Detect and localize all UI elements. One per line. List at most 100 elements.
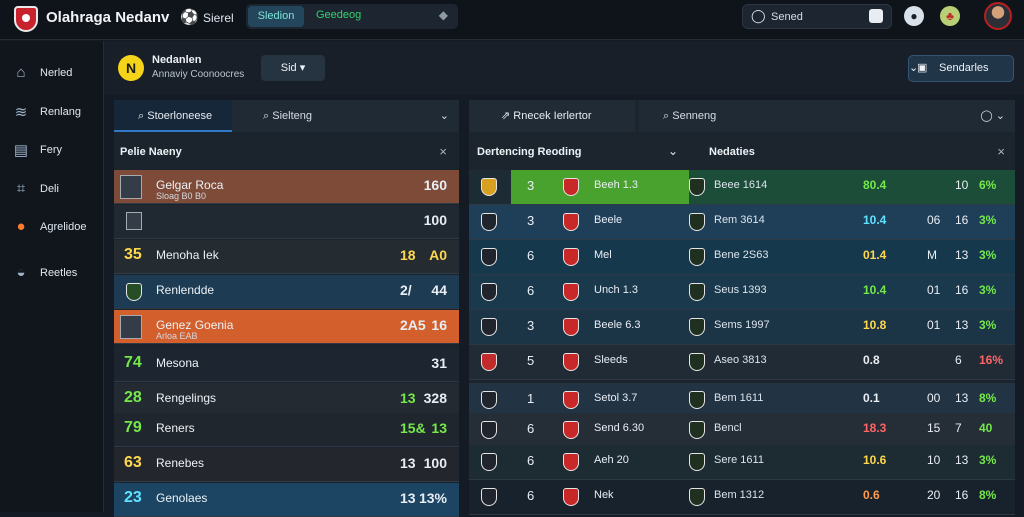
stat-d: 3%: [979, 283, 997, 297]
player-photo: [126, 212, 142, 230]
club-crest-icon: [563, 391, 579, 409]
sidebar-item-home[interactable]: ⌂ Nerled: [10, 63, 98, 87]
stat-b: 06: [927, 213, 941, 227]
status-icon: [689, 213, 705, 231]
settings-button[interactable]: ▣ Sendarles ⌄: [908, 55, 1014, 82]
sidebar-item-reetles[interactable]: ◒ Reetles: [10, 263, 98, 287]
stat-a: 0.6: [863, 488, 880, 502]
ranking-row[interactable]: 6 Send 6.30 Bencl 18.3 15 7 40: [469, 413, 1015, 448]
table-row[interactable]: Gelgar Roca Sloag B0 B0 160: [114, 170, 459, 204]
club-logo[interactable]: [14, 6, 38, 32]
table-row[interactable]: 23 Genolaes 13 13%: [114, 483, 459, 517]
tab-active[interactable]: Sledion: [248, 6, 304, 27]
team-badge: N: [118, 55, 144, 81]
table-row[interactable]: 35 Menoha Iek 18 A0: [114, 240, 459, 274]
table-row[interactable]: 100: [114, 205, 459, 239]
nav-label[interactable]: Sierel: [203, 11, 234, 25]
ranking-row[interactable]: 6 Mel Bene 2S63 01.4 M 13 3%: [469, 240, 1015, 275]
sidebar-item-deli[interactable]: ⌗ Deli: [10, 179, 98, 203]
player-table-panel: ⌕ Stoerloneese ⌕ Sielteng ⌄ Pelie Naeny ×…: [114, 100, 459, 517]
status-icon: [689, 353, 705, 371]
club-detail: Sere 1611: [714, 454, 764, 466]
stat-c: 13: [955, 453, 969, 467]
stat-d: 6%: [979, 178, 997, 192]
club-crest-icon: [563, 178, 579, 196]
status-icon: [689, 453, 705, 471]
tab-next[interactable]: Geedeog: [316, 9, 362, 21]
avatar[interactable]: [984, 2, 1012, 30]
close-icon[interactable]: ×: [439, 144, 447, 159]
stat-d: 3%: [979, 213, 997, 227]
chart-icon: ≋: [14, 104, 28, 121]
table-row[interactable]: 63 Renebes 13 100: [114, 448, 459, 482]
stat-b: M: [927, 248, 937, 262]
tab-players[interactable]: ⌕ Stoerloneese: [114, 100, 232, 132]
player-photo: [120, 315, 142, 339]
search-icon: ◯: [751, 8, 766, 23]
message-icon[interactable]: [869, 9, 883, 23]
player-photo: [120, 175, 142, 199]
club-crest-icon: [563, 318, 579, 336]
table-row[interactable]: 28 Rengelings 13 328: [114, 383, 459, 417]
stat-d: 8%: [979, 488, 997, 502]
ranking-row[interactable]: 3 Beele Rem 3614 10.4 06 16 3%: [469, 205, 1015, 240]
sidebar-item-fery[interactable]: ▤ Fery: [13, 142, 62, 159]
club-icon: [481, 283, 497, 301]
stat-a: 10.6: [863, 453, 887, 467]
stat-b: 10: [927, 453, 941, 467]
club-detail: Bem 1611: [714, 392, 764, 404]
settings-icon: ▣: [917, 62, 928, 74]
table-row[interactable]: Renlendde 2/44: [114, 275, 459, 309]
club-crest-icon: [563, 248, 579, 266]
ranking-row[interactable]: 6 Unch 1.3 Seus 1393 10.4 01 16 3%: [469, 275, 1015, 310]
app-title: Olahraga Nedanv: [46, 9, 170, 26]
stat-d: 8%: [979, 391, 997, 405]
club-name: Setol 3.7: [594, 392, 638, 404]
club-detail: Sems 1997: [714, 319, 770, 331]
season-dropdown[interactable]: Sid ▾: [261, 55, 325, 81]
table-row[interactable]: 79 Reners 15& 13: [114, 413, 459, 447]
club-icon: [481, 318, 497, 336]
table-row[interactable]: 74 Mesona 31: [114, 348, 459, 382]
left-tabs: ⌕ Stoerloneese ⌕ Sielteng ⌄: [114, 100, 459, 132]
ranking-row[interactable]: 3 Beeh 1.3 Beee 1614 80.4 10 6%: [469, 170, 1015, 205]
club-name: Unch 1.3: [594, 284, 639, 296]
team-icon[interactable]: ♣: [940, 6, 960, 26]
status-icon: [689, 283, 705, 301]
sidebar-item-agrelidoe[interactable]: ● Agrelidoe: [10, 217, 98, 241]
close-icon[interactable]: ×: [997, 144, 1005, 159]
search-icon: ⌕: [138, 110, 145, 122]
stat-a: 01.4: [863, 248, 887, 262]
table-row[interactable]: Genez Goenia Arloa EAB 2A5 16: [114, 310, 459, 344]
club-detail: Aseo 3813: [714, 354, 767, 366]
search-input[interactable]: ◯ Sened: [742, 4, 892, 29]
stats-heading: Nedaties: [709, 146, 755, 158]
club-name: Sleeds: [594, 354, 628, 366]
stat-c: 16: [955, 283, 969, 297]
club-crest-icon: [563, 421, 579, 439]
ranking-row[interactable]: 6 Nek Bem 1312 0.6 20 16 8%: [469, 480, 1015, 515]
club-crest-icon: [563, 488, 579, 506]
ranking-search-field[interactable]: ⌕ Senneng ◯ ⌄: [639, 100, 1015, 132]
player-search-field[interactable]: ⌕ Sielteng ⌄: [243, 100, 459, 132]
stat-b: 20: [927, 488, 941, 502]
sidebar-item-ranking[interactable]: ≋ Renlang: [10, 102, 98, 126]
ranking-row[interactable]: 5 Sleeds Aseo 3813 0.8 6 16%: [469, 345, 1015, 380]
stat-b: 01: [927, 318, 941, 332]
chart-icon: ⇗: [501, 110, 511, 122]
stat-d: 40: [979, 421, 993, 435]
tab-ranking[interactable]: ⇗ Rnecek Ierlertor: [469, 100, 635, 132]
profile-icon[interactable]: ●: [904, 6, 924, 26]
status-icon: [689, 421, 705, 439]
ranking-row[interactable]: 1 Setol 3.7 Bem 1611 0.1 00 13 8%: [469, 383, 1015, 418]
team-name: Nedanlen: [152, 54, 202, 66]
ranking-row[interactable]: 3 Beele 6.3 Sems 1997 10.8 01 13 3%: [469, 310, 1015, 345]
status-icon: [689, 391, 705, 409]
club-name: Beeh 1.3: [594, 179, 639, 191]
ranking-row[interactable]: 6 Aeh 20 Sere 1611 10.6 10 13 3%: [469, 445, 1015, 480]
chevron-down-icon[interactable]: ⌄: [668, 144, 679, 158]
layout-icon[interactable]: ◆: [438, 8, 448, 22]
sidebar: ⌂ Nerled ≋ Renlang ▤ Fery ⌗ Deli ● Agrelidoe …: [0, 41, 104, 512]
user-icon: ◒: [16, 264, 26, 281]
ball-icon: ●: [16, 218, 26, 235]
